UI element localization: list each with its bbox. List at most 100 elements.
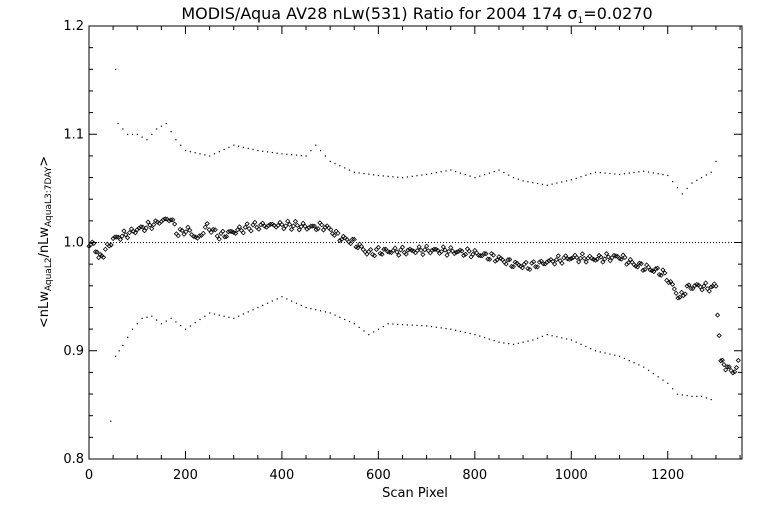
data-point [462,251,469,257]
data-point [638,261,644,267]
bound-point [628,359,630,362]
bound-point [426,173,428,176]
bound-point [305,306,307,309]
x-tick-label: 1200 [651,468,684,483]
bound-point [585,174,587,176]
data-point [673,290,679,296]
data-point [682,291,688,297]
data-point [96,255,102,261]
data-point [130,228,136,235]
bound-point [324,311,327,313]
bound-point [175,321,177,323]
bound-point [700,395,703,397]
data-point [379,251,385,257]
y-tick-label: 0.9 [63,344,84,359]
data-point [385,249,391,255]
data-point [141,228,148,234]
data-point [466,248,472,254]
data-point [519,265,526,271]
data-point [724,364,730,370]
bound-point [397,323,399,325]
bound-point [628,172,630,174]
data-point [335,230,341,236]
data-point [371,253,378,259]
bound-point [127,336,129,338]
data-point [512,259,518,265]
data-point [275,222,281,229]
data-point [283,223,289,229]
data-point [281,226,287,232]
bound-point [464,174,466,176]
bound-point [421,325,423,327]
bound-point [213,153,216,155]
x-tick-label: 600 [366,468,391,483]
x-tick-label: 200 [173,468,198,483]
bound-point [488,338,490,340]
bound-point [180,324,182,327]
bound-point [676,187,679,189]
x-tick-label: 400 [269,468,294,483]
bound-point [300,154,302,157]
bound-point [401,177,404,179]
data-point [566,256,572,262]
bound-point [421,174,423,176]
data-point [300,220,306,226]
data-point [292,218,298,224]
data-point [675,295,681,301]
data-point [390,247,396,254]
data-point [636,260,642,266]
data-point [708,284,714,290]
bound-point [233,317,235,319]
data-point [351,236,357,242]
bound-point [271,300,273,302]
bound-point [705,174,708,176]
data-point [416,244,422,250]
bound-point [647,171,650,173]
bound-point [532,182,534,184]
bound-point [319,310,322,312]
bound-point [305,155,307,157]
bound-point [426,325,428,327]
y-axis: 0.8 0.9 1.0 1.1 1.2 [63,19,742,467]
data-point [256,226,262,232]
bound-point [257,306,259,309]
bound-point [204,154,206,156]
data-point [579,251,585,257]
data-point [187,227,193,233]
bound-point [565,180,568,182]
bound-point [156,128,158,130]
bound-point [151,133,153,135]
bound-point [464,331,466,334]
x-tick-label: 800 [462,468,487,483]
data-point [267,221,273,227]
data-point [653,266,659,272]
bound-point [382,175,384,177]
bound-point [199,318,201,321]
bound-point [199,153,201,155]
data-point [533,264,539,270]
data-point [664,277,670,283]
data-point [459,248,465,254]
bound-point [295,154,298,156]
chart-title: MODIS/Aqua AV28 nLw(531) Ratio for 2004 … [181,4,652,26]
bound-point [238,145,240,147]
bound-point [681,394,683,396]
data-point [425,248,432,254]
data-point [339,236,345,243]
data-point [713,283,719,289]
bound-point [117,122,119,125]
data-point [331,232,337,238]
bound-point [556,336,558,338]
bound-point [479,335,481,337]
data-point [246,226,252,232]
data-point [370,251,376,257]
data-point [669,281,676,287]
bound-point [594,350,597,352]
data-point [128,226,135,232]
bound-point [368,334,370,336]
bound-point [387,323,389,325]
bound-point [329,160,331,163]
x-tick-label: 0 [85,468,93,483]
bound-point [209,312,211,314]
bound-point [238,315,240,317]
